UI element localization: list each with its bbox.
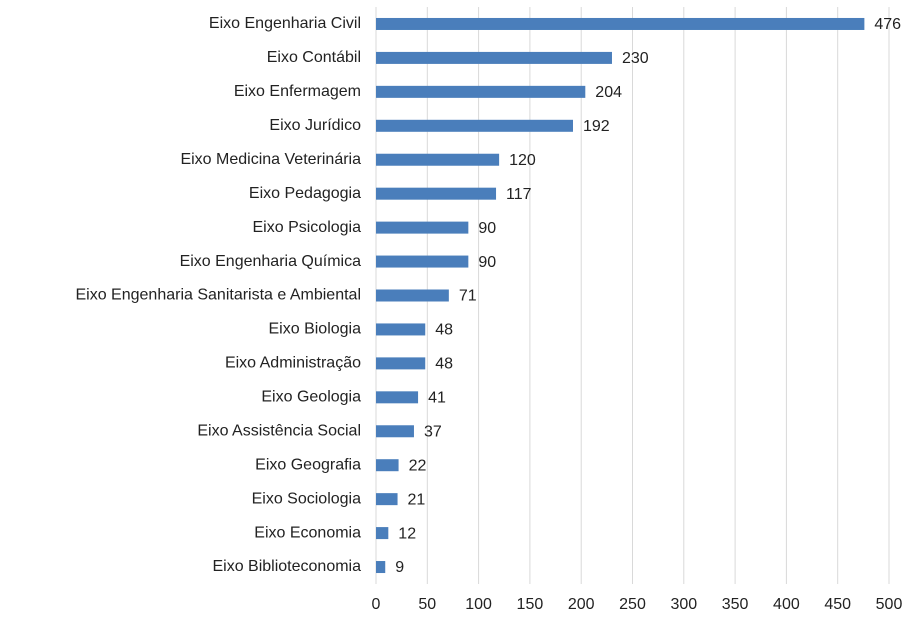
data-label: 476	[874, 16, 901, 33]
x-tick-label: 150	[517, 596, 544, 613]
y-tick-label: Eixo Jurídico	[269, 117, 361, 134]
bar	[376, 85, 586, 98]
data-label: 48	[435, 356, 453, 373]
bar	[376, 561, 386, 574]
y-tick-label: Eixo Contábil	[267, 49, 361, 66]
y-tick-label: Eixo Engenharia Civil	[209, 15, 361, 32]
x-tick-label: 400	[773, 596, 800, 613]
x-tick-label: 500	[876, 596, 903, 613]
data-label: 37	[424, 423, 442, 440]
data-label: 71	[459, 288, 477, 305]
data-label: 12	[398, 525, 416, 542]
x-tick-label: 350	[722, 596, 749, 613]
data-label: 22	[409, 457, 427, 474]
bar	[376, 289, 449, 302]
bar	[376, 425, 414, 438]
y-tick-label: Eixo Psicologia	[253, 219, 362, 236]
bar	[376, 221, 469, 234]
bar	[376, 459, 399, 472]
y-tick-label: Eixo Pedagogia	[249, 185, 361, 202]
bar	[376, 493, 398, 506]
data-label: 21	[408, 491, 426, 508]
bar	[376, 153, 500, 166]
bar	[376, 323, 426, 336]
x-tick-label: 300	[670, 596, 697, 613]
y-tick-label: Eixo Geologia	[261, 389, 361, 406]
bar	[376, 391, 419, 404]
x-tick-label: 50	[418, 596, 436, 613]
y-tick-label: Eixo Biologia	[269, 321, 362, 338]
y-tick-label: Eixo Administração	[225, 355, 361, 372]
y-tick-label: Eixo Economia	[254, 524, 361, 541]
x-tick-label: 0	[372, 596, 381, 613]
data-label: 9	[395, 559, 404, 576]
bar	[376, 119, 573, 132]
bar	[376, 17, 865, 30]
data-label: 230	[622, 50, 649, 67]
bar	[376, 255, 469, 268]
x-tick-label: 200	[568, 596, 595, 613]
data-label: 204	[595, 84, 622, 101]
y-tick-label: Eixo Biblioteconomia	[212, 558, 361, 575]
y-tick-label: Eixo Geografia	[255, 456, 361, 473]
y-tick-label: Eixo Sociologia	[252, 490, 362, 507]
data-label: 192	[583, 118, 610, 135]
y-tick-label: Eixo Medicina Veterinária	[180, 151, 361, 168]
data-label: 90	[478, 254, 496, 271]
x-tick-label: 450	[824, 596, 851, 613]
data-label: 117	[506, 186, 532, 203]
bar	[376, 357, 426, 370]
data-label: 41	[428, 390, 446, 407]
data-label: 120	[509, 152, 536, 169]
y-tick-label: Eixo Engenharia Química	[180, 253, 362, 270]
x-tick-label: 100	[465, 596, 492, 613]
y-tick-label: Eixo Enfermagem	[234, 83, 361, 100]
bar	[376, 51, 612, 64]
bar	[376, 187, 497, 200]
bar	[376, 527, 389, 540]
data-label: 48	[435, 322, 453, 339]
y-tick-label: Eixo Engenharia Sanitarista e Ambiental	[75, 287, 361, 304]
x-tick-label: 250	[619, 596, 646, 613]
y-tick-label: Eixo Assistência Social	[197, 422, 361, 439]
data-label: 90	[478, 220, 496, 237]
